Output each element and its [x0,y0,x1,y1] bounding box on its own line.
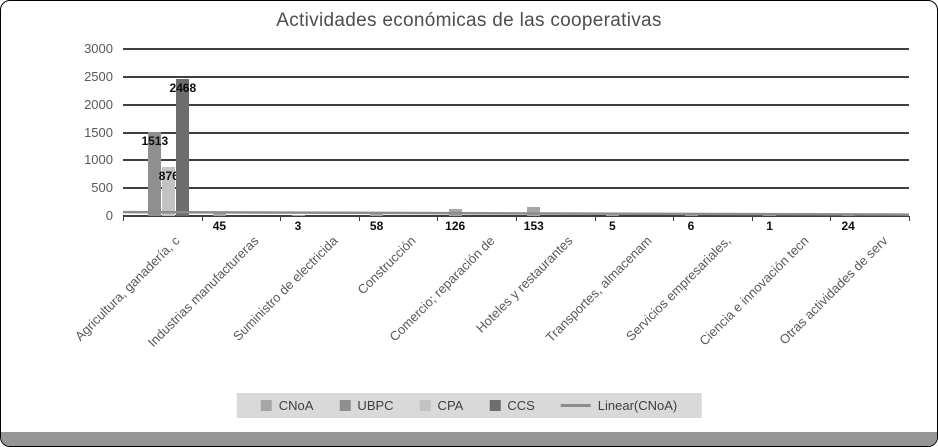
y-axis-label-2500: 2500 [84,68,113,84]
legend-swatch-icon [339,400,351,411]
x-category-label-2: Industrias manufactureras [144,233,262,350]
x-axis-tick [437,216,438,221]
y-axis-label-0: 0 [105,208,113,223]
data-label-cnoa-cat4: 58 [369,219,384,233]
x-axis-tick [359,216,360,221]
y-axis-label-500: 500 [91,180,113,196]
horizontal-scrollbar[interactable] [1,432,937,446]
legend-item-cnoa[interactable]: CNoA [260,398,314,413]
legend-swatch-icon [260,400,272,411]
gridline-500 [123,187,909,190]
x-axis-tick [830,216,831,221]
x-axis-tick [280,216,281,221]
chart-legend: CNoA UBPC CPA CCS Linear(CNoA) [236,393,702,418]
bar-cpa-cat1 [162,167,176,216]
legend-item-ccs[interactable]: CCS [489,398,535,413]
x-category-label-1: Agricultura, ganadería, c [72,233,183,344]
gridline-1000 [123,159,909,162]
trendline-legend-icon [560,404,591,407]
bar-cnoa-cat2 [212,213,226,216]
data-label-cnoa-cat7: 5 [609,219,616,233]
gridline-2500 [123,75,909,78]
data-label-cpa-cat1: 876 [158,169,179,184]
legend-swatch-icon [489,400,501,411]
x-axis-tick [123,216,124,221]
bar-cnoa-cat6 [527,207,541,216]
bar-cnoa-cat4 [370,212,384,216]
x-category-label-4: Construcción [354,233,419,298]
bar-cnoa-cat7 [605,214,619,216]
x-category-label-7: Transportes, almacenam [542,233,655,345]
x-category-label-9: Ciencia e innovación tecn [696,233,812,349]
bar-ubpc-cat1 [148,131,162,216]
legend-label: CNoA [278,398,314,413]
legend-item-cpa[interactable]: CPA [419,398,464,413]
data-label-cnoa-cat9: 1 [766,219,773,233]
data-label-cnoa-cat2: 45 [212,219,227,233]
legend-label: UBPC [357,398,394,413]
gridline-3000 [123,48,909,50]
x-axis-tick [909,216,910,221]
legend-item-ubpc[interactable]: UBPC [339,398,394,413]
legend-label: Linear(CNoA) [597,398,678,413]
y-axis-label-2000: 2000 [84,96,113,112]
x-category-label-8: Servicios empresariales, [622,233,734,344]
legend-swatch-icon [419,400,431,411]
x-axis-tick [595,216,596,221]
data-label-cnoa-cat10: 24 [841,219,855,233]
x-axis-tick [516,216,517,221]
x-axis-tick [752,216,753,221]
bar-cnoa-cat8 [684,214,698,216]
gridline-1500 [123,131,909,134]
data-label-cnoa-cat8: 6 [687,219,695,233]
chart-title: Actividades económicas de las cooperativ… [276,10,662,31]
x-category-label-10: Otras actividades de serv [775,233,891,348]
legend-label: CPA [437,398,464,413]
x-axis-tick [673,216,674,221]
legend-item-linear-cnoa[interactable]: Linear(CNoA) [560,398,678,413]
x-category-label-5: Comercio; reparación de [386,233,498,345]
bar-ccs-cat1 [176,78,190,216]
legend-label: CCS [507,398,535,413]
data-label-cnoa-cat3: 3 [294,219,302,233]
y-axis-label-3000: 3000 [84,41,113,56]
y-axis-label-1000: 1000 [84,152,113,168]
data-label-ubpc-cat1: 1513 [141,133,169,148]
x-axis-tick [202,216,203,221]
bar-cnoa-cat3 [291,214,305,216]
x-category-label-6: Hoteles y restaurantes [473,233,576,336]
plot-area: 45 3 58 126 153 5 6 1 24 1513 876 2468 [122,48,910,233]
y-axis-label-1500: 1500 [84,124,113,140]
gridline-2000 [123,103,909,106]
data-label-cnoa-cat5: 126 [445,219,466,233]
data-label-ccs-cat1: 2468 [169,80,197,95]
x-category-label-3: Suministro de electricida [229,233,341,344]
data-label-cnoa-cat6: 153 [523,219,544,233]
trendline-linear-cnoa [122,210,910,216]
